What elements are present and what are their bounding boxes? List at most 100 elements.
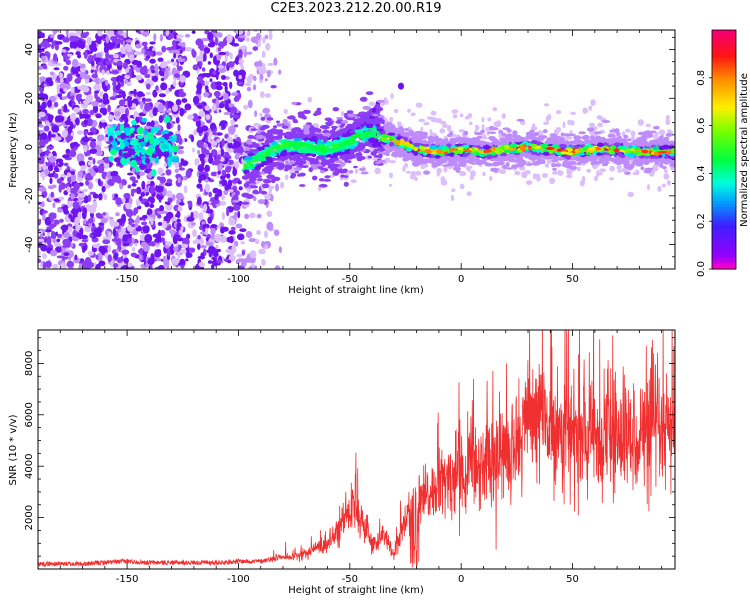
spectrogram-cell bbox=[204, 227, 209, 236]
spectrogram-cell bbox=[162, 100, 166, 106]
spectrogram-cell bbox=[97, 178, 101, 186]
spectrogram-cell bbox=[114, 130, 122, 136]
spectrogram-cell bbox=[245, 37, 250, 42]
spectrogram-cell bbox=[120, 133, 127, 140]
spectrogram-cell bbox=[229, 81, 233, 90]
spectrogram-cell bbox=[645, 123, 651, 128]
spectrogram-cell bbox=[112, 227, 117, 237]
spectrogram-cell bbox=[76, 130, 84, 135]
spectrogram-cell bbox=[548, 155, 556, 160]
spectrogram-cell bbox=[163, 115, 171, 123]
spectrogram-cell bbox=[415, 102, 423, 108]
spectrogram-cell bbox=[186, 216, 195, 222]
spectrogram-cell bbox=[79, 63, 86, 69]
spectrogram-cell bbox=[407, 108, 411, 113]
spectrogram-cell bbox=[89, 109, 95, 116]
spectrogram-cell bbox=[340, 174, 346, 178]
spectrogram-cell bbox=[224, 103, 229, 110]
spectrogram-cell bbox=[82, 188, 88, 193]
spectrogram-cell bbox=[238, 49, 243, 58]
spectrogram-cell bbox=[167, 247, 171, 257]
spectrogram-cell bbox=[69, 35, 76, 42]
spectrogram-cell bbox=[86, 58, 92, 62]
spectrogram-cell bbox=[264, 34, 269, 40]
spectrogram-cell bbox=[318, 166, 323, 170]
spectrogram-cell bbox=[157, 57, 164, 62]
spectrogram-cell bbox=[200, 244, 207, 249]
spectrogram-cell bbox=[362, 105, 371, 110]
spectrogram-cell bbox=[245, 51, 253, 55]
spectrogram-cell bbox=[82, 207, 88, 216]
spectrogram-cell bbox=[203, 52, 207, 62]
spectrogram-cell bbox=[223, 111, 231, 116]
spectrogram-cell bbox=[453, 166, 461, 171]
spectrogram-cell bbox=[142, 214, 148, 219]
spectrogram-cell bbox=[207, 31, 214, 41]
spectrogram-cell bbox=[120, 46, 127, 55]
spectrogram-cell bbox=[294, 170, 299, 174]
spectrogram-cell bbox=[62, 154, 70, 159]
spectrogram-cell bbox=[146, 208, 153, 216]
spectrogram-cell bbox=[415, 170, 422, 176]
spectrogram-cell bbox=[152, 75, 158, 83]
spectrogram-cell bbox=[98, 193, 103, 201]
spectrogram-cell bbox=[303, 129, 310, 135]
spectrogram-cell bbox=[176, 65, 183, 71]
spectrogram-marks bbox=[38, 30, 675, 269]
spectrogram-cell bbox=[124, 116, 129, 125]
spectrogram-cell bbox=[143, 243, 150, 252]
spectrogram-cell bbox=[53, 67, 60, 71]
spectrogram-cell bbox=[474, 132, 483, 136]
spectrogram-cell bbox=[481, 123, 485, 131]
spectrogram-cell bbox=[154, 158, 159, 164]
spectrogram-cell bbox=[80, 165, 85, 172]
spectrogram-cell bbox=[126, 233, 133, 238]
spectrogram-cell bbox=[238, 75, 242, 80]
spectrogram-cell bbox=[149, 58, 156, 64]
spectrogram-cell bbox=[83, 74, 91, 80]
spectrogram-cell bbox=[240, 241, 245, 245]
spectrogram-cell bbox=[92, 104, 99, 114]
spectrogram-cell bbox=[75, 117, 80, 126]
spectrogram-cell bbox=[65, 30, 69, 36]
spectrogram-cell bbox=[192, 210, 199, 220]
spectrogram-cell bbox=[62, 205, 69, 209]
spectrogram-cell bbox=[543, 121, 549, 125]
spectrogram-cell bbox=[197, 235, 201, 240]
spectrogram-cell bbox=[234, 153, 240, 160]
spectrogram-cell bbox=[436, 167, 442, 174]
spectrogram-cell bbox=[466, 191, 472, 197]
spectrogram-cell bbox=[145, 148, 153, 156]
spectrogram-cell bbox=[86, 118, 93, 127]
spectrogram-cell bbox=[176, 218, 181, 223]
spectrogram-cell bbox=[66, 250, 75, 258]
spectrogram-cell bbox=[354, 169, 359, 174]
spectrogram-cell bbox=[204, 164, 210, 173]
spectrogram-cell bbox=[228, 125, 236, 134]
spectrogram-cell bbox=[179, 75, 187, 83]
spectrogram-cell bbox=[405, 164, 409, 168]
spectrogram-cell bbox=[125, 107, 129, 117]
spectrogram-cell bbox=[41, 40, 50, 48]
spectrogram-cell bbox=[207, 135, 212, 143]
spectrogram-cell bbox=[220, 226, 225, 234]
spectrogram-cell bbox=[173, 41, 177, 50]
spectrogram-cell bbox=[139, 141, 147, 147]
spectrogram-cell bbox=[162, 255, 167, 262]
spectrogram-cell bbox=[70, 95, 75, 102]
spectrogram-cell bbox=[247, 99, 253, 109]
spectrogram-cell bbox=[665, 132, 673, 137]
spectrogram-cell bbox=[158, 136, 165, 143]
spectrogram-cell bbox=[196, 120, 201, 128]
spectrogram-cell bbox=[254, 110, 258, 118]
spectrogram-cell bbox=[255, 66, 263, 70]
spectrogram-cell bbox=[439, 120, 447, 125]
spectrogram-cell bbox=[53, 53, 58, 62]
spectrogram-cell bbox=[229, 235, 234, 244]
spectrogram-cell bbox=[590, 135, 595, 139]
figure-title: C2E3.2023.212.20.00.R19 bbox=[270, 1, 442, 16]
spectrogram-cell bbox=[199, 155, 205, 162]
spectrogram-cell bbox=[211, 160, 216, 166]
spectrogram-cell bbox=[62, 256, 69, 260]
spectrogram-cell bbox=[218, 150, 221, 155]
